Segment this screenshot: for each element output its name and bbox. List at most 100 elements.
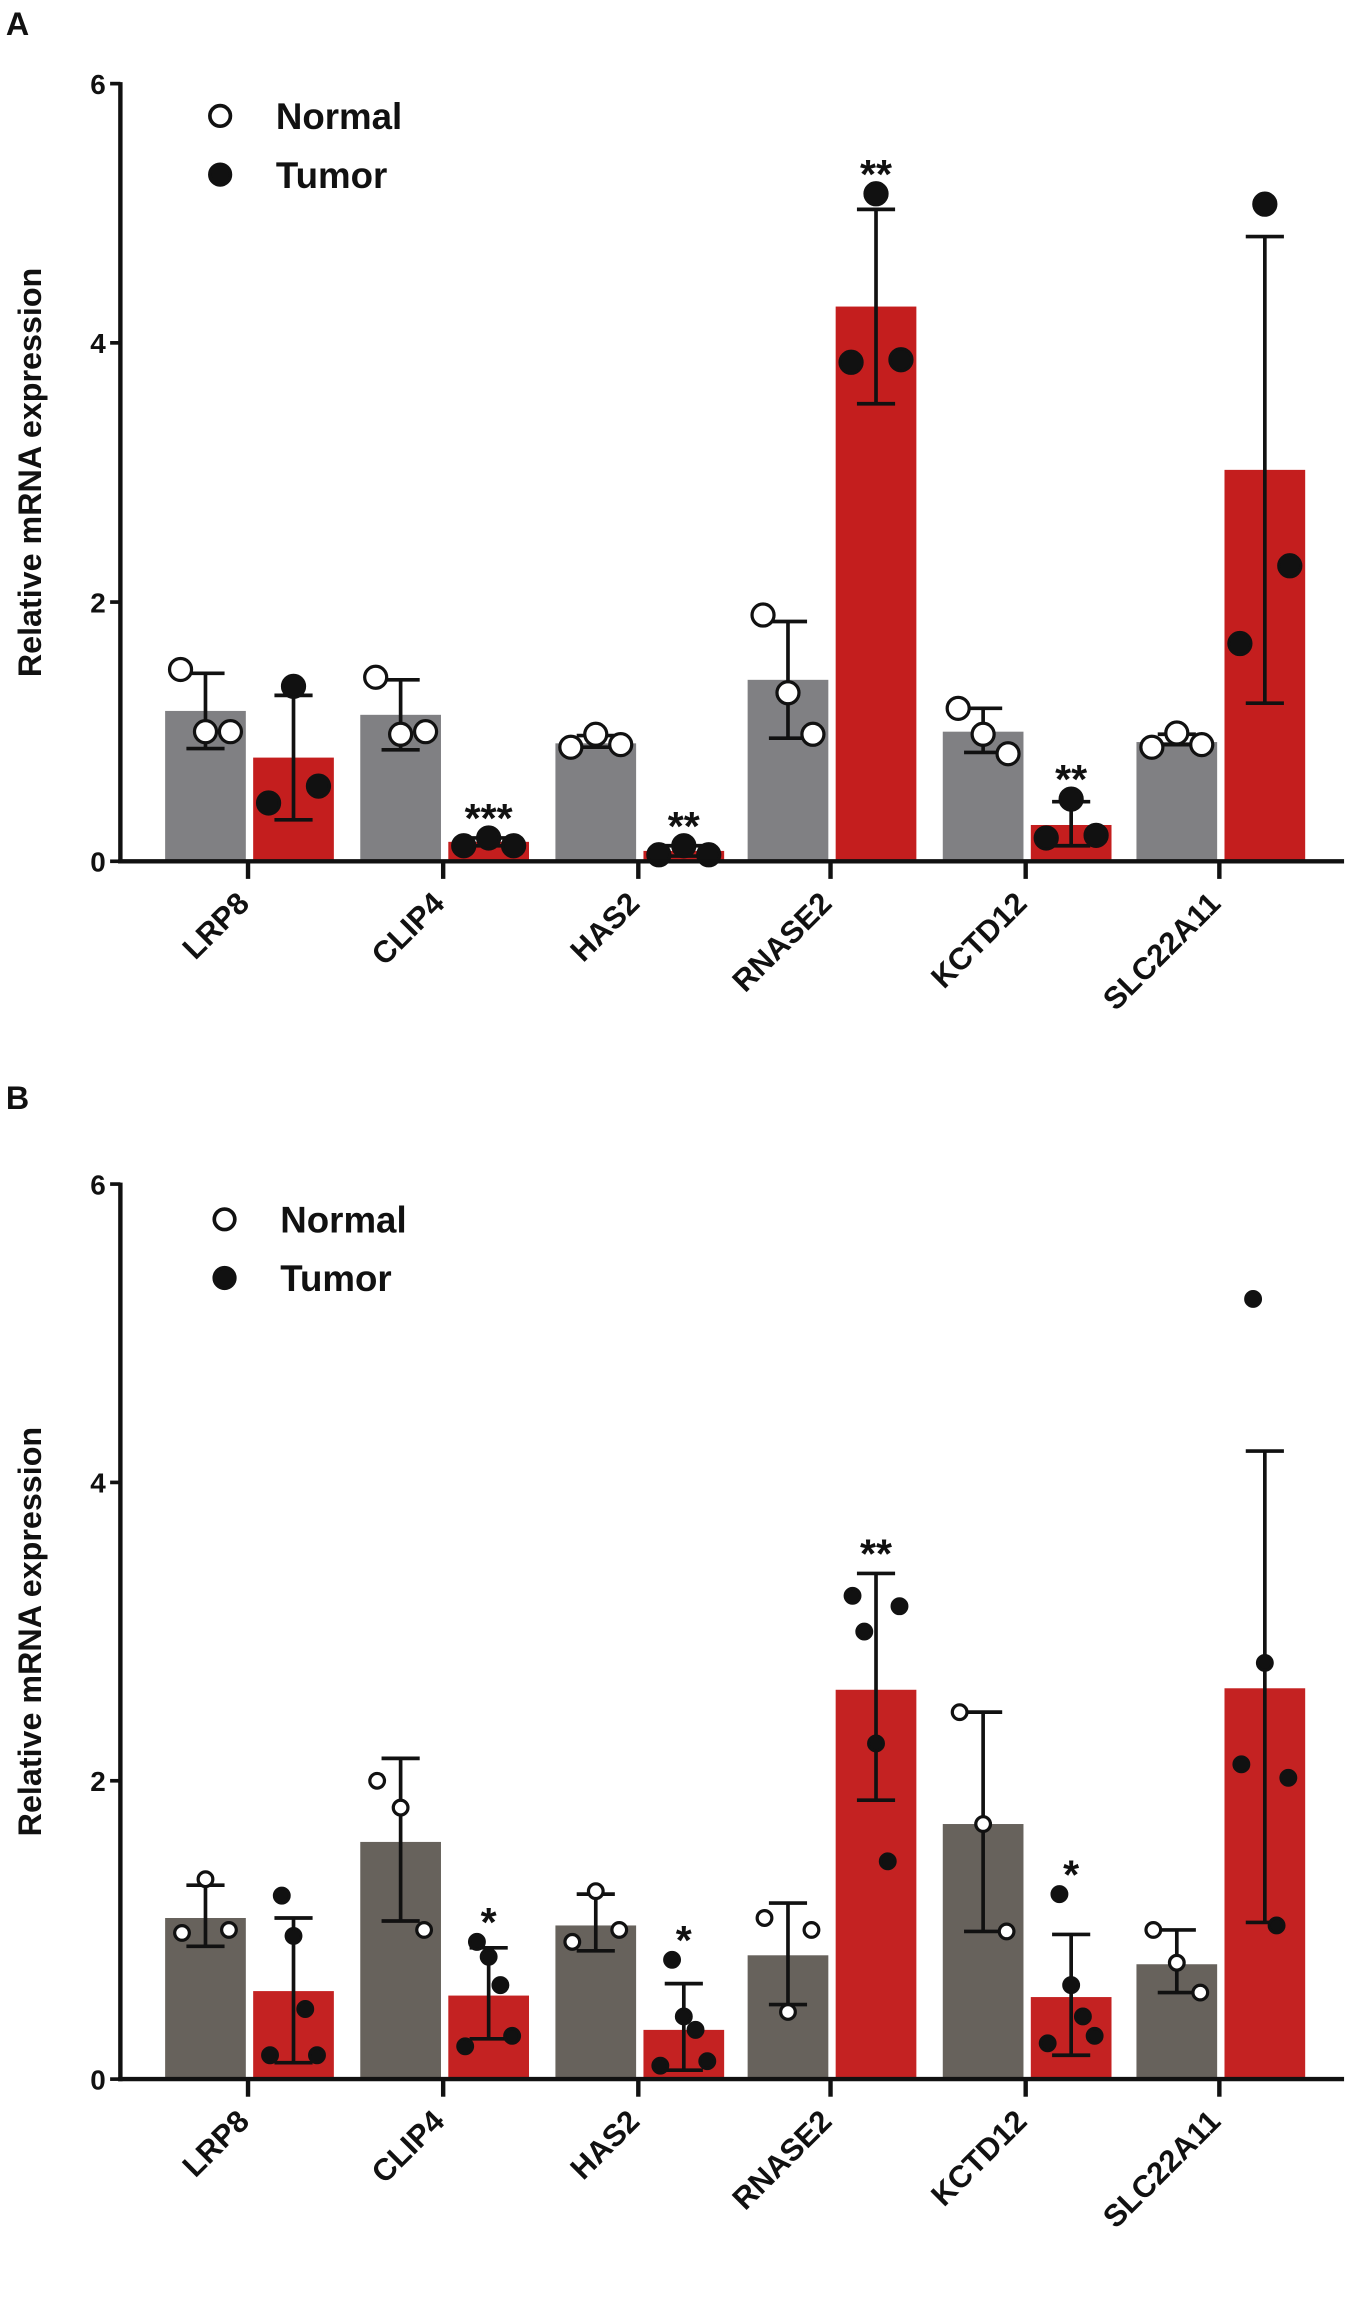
data-point-normal bbox=[779, 2003, 797, 2021]
x-tick-label: HAS2 bbox=[563, 2103, 646, 2186]
data-point-tumor bbox=[1232, 1755, 1251, 1774]
data-point-tumor bbox=[1255, 1653, 1274, 1672]
data-point-tumor bbox=[1033, 825, 1059, 851]
data-point-normal bbox=[974, 1815, 993, 1833]
data-point-tumor bbox=[651, 2056, 670, 2075]
data-point-tumor bbox=[888, 347, 914, 373]
error-bar-tumor-has2 bbox=[664, 1981, 703, 2072]
panel-label: B bbox=[6, 1080, 29, 1116]
data-point-normal bbox=[995, 741, 1021, 767]
x-tick-label: SLC22A11 bbox=[1096, 886, 1227, 1017]
data-point-tumor bbox=[674, 2007, 693, 2026]
data-point-tumor bbox=[671, 833, 697, 859]
y-tick-label: 4 bbox=[90, 1468, 106, 1499]
data-point-tumor bbox=[1227, 630, 1253, 657]
data-point-normal bbox=[1144, 1920, 1163, 1939]
bar-normal-slc22a11 bbox=[1136, 742, 1218, 862]
x-tick-label: RNASE2 bbox=[725, 886, 838, 999]
data-point-tumor bbox=[1073, 2007, 1092, 2026]
data-point-tumor bbox=[1038, 2034, 1057, 2053]
x-tick-label: KCTD12 bbox=[924, 886, 1033, 995]
data-point-tumor bbox=[855, 1622, 874, 1641]
data-point-normal bbox=[970, 721, 996, 747]
significance-marker: * bbox=[1063, 1851, 1079, 1897]
data-point-normal bbox=[173, 1923, 191, 1942]
data-point-normal bbox=[363, 664, 389, 690]
data-point-normal bbox=[415, 1920, 434, 1939]
data-point-tumor bbox=[1279, 1768, 1298, 1787]
panel-label: A bbox=[6, 6, 29, 42]
data-point-normal bbox=[368, 1771, 387, 1790]
data-point-normal bbox=[775, 680, 801, 706]
data-point-normal bbox=[802, 1920, 821, 1939]
data-point-normal bbox=[1189, 732, 1215, 758]
legend-marker-normal bbox=[208, 103, 233, 129]
data-point-tumor bbox=[305, 773, 332, 799]
y-tick-label: 2 bbox=[90, 1766, 106, 1797]
chart-panel-b: B Relative mRNA expression LRP8 * CLIP4 * HAS2… bbox=[6, 1080, 1345, 2235]
error-bar-tumor-rnase2 bbox=[856, 207, 896, 406]
data-point-normal bbox=[412, 719, 439, 745]
data-point-normal bbox=[608, 732, 634, 758]
data-point-tumor bbox=[1277, 553, 1303, 579]
data-point-tumor bbox=[467, 1932, 486, 1951]
x-tick-label: KCTD12 bbox=[924, 2103, 1033, 2212]
significance-marker: * bbox=[676, 1917, 692, 1963]
significance-marker: ** bbox=[860, 151, 892, 197]
data-point-normal bbox=[220, 1920, 238, 1939]
data-point-tumor bbox=[272, 1886, 291, 1905]
data-point-normal bbox=[950, 1703, 969, 1722]
data-point-normal bbox=[610, 1920, 629, 1939]
data-point-tumor bbox=[663, 1950, 682, 1969]
data-point-tumor bbox=[308, 2046, 326, 2065]
data-point-tumor bbox=[838, 349, 864, 375]
data-point-normal bbox=[800, 721, 826, 747]
error-bar-tumor-rnase2 bbox=[856, 1571, 896, 1802]
x-tick-label: LRP8 bbox=[175, 2103, 255, 2183]
data-point-tumor bbox=[280, 673, 307, 699]
y-tick-label: 6 bbox=[90, 1169, 106, 1200]
significance-marker: ** bbox=[1055, 756, 1087, 802]
x-tick-label: LRP8 bbox=[175, 886, 255, 966]
y-axis-title: Relative mRNA expression bbox=[12, 1427, 48, 1836]
data-point-tumor bbox=[491, 1976, 510, 1995]
data-point-tumor bbox=[1083, 822, 1109, 848]
y-tick-label: 4 bbox=[90, 328, 106, 359]
data-point-tumor bbox=[255, 790, 282, 816]
data-point-normal bbox=[1164, 720, 1190, 746]
significance-marker: ** bbox=[668, 803, 700, 849]
data-point-tumor bbox=[843, 1586, 862, 1605]
data-point-normal bbox=[391, 1798, 410, 1817]
legend-label-tumor: Tumor bbox=[276, 155, 387, 196]
data-point-tumor bbox=[479, 1947, 498, 1966]
y-tick-label: 2 bbox=[90, 587, 106, 618]
data-point-tumor bbox=[1244, 1289, 1263, 1308]
data-point-tumor bbox=[1062, 1976, 1081, 1995]
y-tick-label: 6 bbox=[90, 69, 106, 100]
error-bar-tumor-kctd12 bbox=[1052, 1932, 1091, 2058]
legend-label-normal: Normal bbox=[280, 1199, 406, 1240]
data-point-tumor bbox=[878, 1852, 897, 1871]
error-bar-tumor-slc22a11 bbox=[1245, 234, 1284, 705]
data-point-tumor bbox=[1050, 1885, 1069, 1904]
data-point-tumor bbox=[686, 2020, 705, 2039]
legend-label-normal: Normal bbox=[276, 96, 402, 137]
data-point-tumor bbox=[867, 1734, 885, 1753]
error-bar-normal-clip4 bbox=[381, 1756, 420, 1923]
y-tick-label: 0 bbox=[90, 847, 106, 878]
data-point-normal bbox=[755, 1909, 774, 1927]
legend-marker-tumor bbox=[212, 1265, 237, 1291]
significance-marker: *** bbox=[465, 795, 513, 841]
bar-normal-has2 bbox=[555, 743, 637, 862]
data-point-normal bbox=[583, 721, 609, 747]
data-point-normal bbox=[388, 721, 414, 747]
significance-marker: * bbox=[481, 1899, 497, 1945]
x-tick-label: SLC22A11 bbox=[1096, 2103, 1227, 2234]
chart-panel-a: A Relative mRNA expression LRP8 *** CLIP4 ** H… bbox=[6, 6, 1345, 1017]
data-point-tumor bbox=[863, 181, 889, 207]
x-tick-label: HAS2 bbox=[563, 886, 646, 969]
data-point-tumor bbox=[1252, 191, 1278, 217]
x-tick-label: RNASE2 bbox=[725, 2103, 838, 2216]
data-point-tumor bbox=[284, 1926, 303, 1945]
